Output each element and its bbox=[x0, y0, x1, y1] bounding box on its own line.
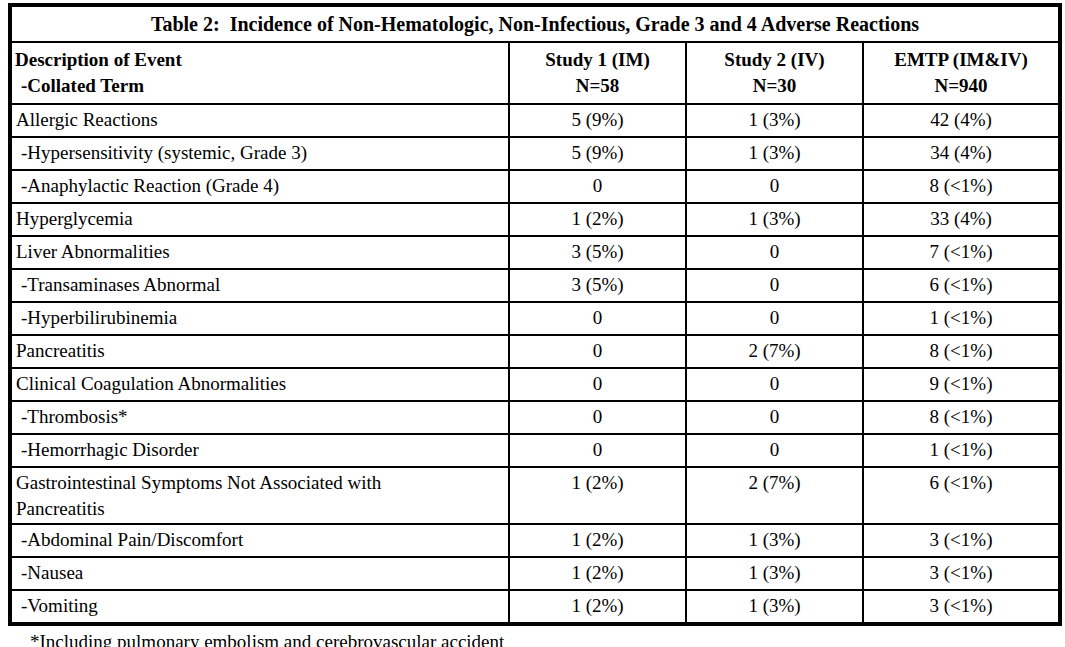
event-description-cell: -Anaphylactic Reaction (Grade 4) bbox=[10, 170, 509, 203]
emtp-value-cell: 1 (<1%) bbox=[863, 302, 1060, 335]
emtp-value-cell: 3 (<1%) bbox=[863, 590, 1060, 624]
event-description-cell: Gastrointestinal Symptoms Not Associated… bbox=[10, 467, 509, 524]
study2-value-cell: 0 bbox=[686, 368, 863, 401]
table-header-row: Description of Event -Collated Term Stud… bbox=[10, 42, 1060, 104]
table-row: Allergic Reactions 5 (9%) 1 (3%) 42 (4%) bbox=[10, 104, 1060, 137]
emtp-value-cell: 6 (<1%) bbox=[863, 467, 1060, 524]
column-header-study2: Study 2 (IV) N=30 bbox=[686, 42, 863, 104]
study2-value-cell: 0 bbox=[686, 269, 863, 302]
table-footnote: *Including pulmonary embolism and cerebr… bbox=[30, 630, 1065, 647]
table-row: -Vomiting 1 (2%) 1 (3%) 3 (<1%) bbox=[10, 590, 1060, 624]
study1-value-cell: 5 (9%) bbox=[509, 104, 686, 137]
study2-value-cell: 1 (3%) bbox=[686, 104, 863, 137]
study1-value-cell: 0 bbox=[509, 434, 686, 467]
study1-value-cell: 3 (5%) bbox=[509, 269, 686, 302]
study2-value-cell: 2 (7%) bbox=[686, 335, 863, 368]
event-description-cell: -Hemorrhagic Disorder bbox=[10, 434, 509, 467]
emtp-value-cell: 1 (<1%) bbox=[863, 434, 1060, 467]
emtp-value-cell: 8 (<1%) bbox=[863, 401, 1060, 434]
study2-value-cell: 1 (3%) bbox=[686, 590, 863, 624]
column-header-description-line1: Description of Event bbox=[15, 47, 504, 73]
table-row: Pancreatitis 0 2 (7%) 8 (<1%) bbox=[10, 335, 1060, 368]
study2-value-cell: 2 (7%) bbox=[686, 467, 863, 524]
event-description-cell: -Hypersensitivity (systemic, Grade 3) bbox=[10, 137, 509, 170]
emtp-value-cell: 9 (<1%) bbox=[863, 368, 1060, 401]
table-row: -Hemorrhagic Disorder 0 0 1 (<1%) bbox=[10, 434, 1060, 467]
study1-value-cell: 1 (2%) bbox=[509, 590, 686, 624]
emtp-value-cell: 7 (<1%) bbox=[863, 236, 1060, 269]
table-row: Hyperglycemia 1 (2%) 1 (3%) 33 (4%) bbox=[10, 203, 1060, 236]
study1-value-cell: 0 bbox=[509, 335, 686, 368]
column-header-study2-line2: N=30 bbox=[691, 73, 858, 99]
event-description-cell: Hyperglycemia bbox=[10, 203, 509, 236]
table-row: Gastrointestinal Symptoms Not Associated… bbox=[10, 467, 1060, 524]
table-title: Table 2: Incidence of Non-Hematologic, N… bbox=[10, 5, 1060, 42]
column-header-emtp-line2: N=940 bbox=[868, 73, 1054, 99]
study1-value-cell: 0 bbox=[509, 368, 686, 401]
study1-value-cell: 3 (5%) bbox=[509, 236, 686, 269]
event-description-cell: -Vomiting bbox=[10, 590, 509, 624]
table-row: -Nausea 1 (2%) 1 (3%) 3 (<1%) bbox=[10, 557, 1060, 590]
event-description-cell: -Nausea bbox=[10, 557, 509, 590]
event-description-cell: -Abdominal Pain/Discomfort bbox=[10, 524, 509, 557]
emtp-value-cell: 34 (4%) bbox=[863, 137, 1060, 170]
table-row: Clinical Coagulation Abnormalities 0 0 9… bbox=[10, 368, 1060, 401]
column-header-description: Description of Event -Collated Term bbox=[10, 42, 509, 104]
column-header-emtp-line1: EMTP (IM&IV) bbox=[868, 47, 1054, 73]
study1-value-cell: 1 (2%) bbox=[509, 524, 686, 557]
column-header-emtp: EMTP (IM&IV) N=940 bbox=[863, 42, 1060, 104]
column-header-study1-line1: Study 1 (IM) bbox=[514, 47, 681, 73]
column-header-study1-line2: N=58 bbox=[514, 73, 681, 99]
study2-value-cell: 0 bbox=[686, 302, 863, 335]
event-description-cell: -Hyperbilirubinemia bbox=[10, 302, 509, 335]
table-row: -Hyperbilirubinemia 0 0 1 (<1%) bbox=[10, 302, 1060, 335]
study1-value-cell: 1 (2%) bbox=[509, 557, 686, 590]
study1-value-cell: 1 (2%) bbox=[509, 203, 686, 236]
table-row: Liver Abnormalities 3 (5%) 0 7 (<1%) bbox=[10, 236, 1060, 269]
study2-value-cell: 0 bbox=[686, 434, 863, 467]
event-description-cell: Pancreatitis bbox=[10, 335, 509, 368]
emtp-value-cell: 3 (<1%) bbox=[863, 524, 1060, 557]
study1-value-cell: 0 bbox=[509, 302, 686, 335]
study2-value-cell: 0 bbox=[686, 401, 863, 434]
event-description-cell: Allergic Reactions bbox=[10, 104, 509, 137]
column-header-description-line2: -Collated Term bbox=[15, 73, 504, 99]
study2-value-cell: 1 (3%) bbox=[686, 203, 863, 236]
table-row: -Transaminases Abnormal 3 (5%) 0 6 (<1%) bbox=[10, 269, 1060, 302]
study2-value-cell: 0 bbox=[686, 170, 863, 203]
emtp-value-cell: 42 (4%) bbox=[863, 104, 1060, 137]
study1-value-cell: 0 bbox=[509, 170, 686, 203]
table-row: -Hypersensitivity (systemic, Grade 3) 5 … bbox=[10, 137, 1060, 170]
study2-value-cell: 0 bbox=[686, 236, 863, 269]
event-description-cell: Liver Abnormalities bbox=[10, 236, 509, 269]
study2-value-cell: 1 (3%) bbox=[686, 137, 863, 170]
emtp-value-cell: 6 (<1%) bbox=[863, 269, 1060, 302]
study2-value-cell: 1 (3%) bbox=[686, 524, 863, 557]
emtp-value-cell: 33 (4%) bbox=[863, 203, 1060, 236]
table-row: -Thrombosis* 0 0 8 (<1%) bbox=[10, 401, 1060, 434]
study1-value-cell: 1 (2%) bbox=[509, 467, 686, 524]
event-description-cell: Clinical Coagulation Abnormalities bbox=[10, 368, 509, 401]
table-row: -Abdominal Pain/Discomfort 1 (2%) 1 (3%)… bbox=[10, 524, 1060, 557]
event-description-cell: -Thrombosis* bbox=[10, 401, 509, 434]
table-body: Allergic Reactions 5 (9%) 1 (3%) 42 (4%)… bbox=[10, 104, 1060, 624]
study1-value-cell: 0 bbox=[509, 401, 686, 434]
study1-value-cell: 5 (9%) bbox=[509, 137, 686, 170]
column-header-study2-line1: Study 2 (IV) bbox=[691, 47, 858, 73]
study2-value-cell: 1 (3%) bbox=[686, 557, 863, 590]
event-description-cell: -Transaminases Abnormal bbox=[10, 269, 509, 302]
document-page: Table 2: Incidence of Non-Hematologic, N… bbox=[0, 0, 1065, 647]
adverse-reactions-table: Table 2: Incidence of Non-Hematologic, N… bbox=[8, 3, 1062, 626]
emtp-value-cell: 8 (<1%) bbox=[863, 335, 1060, 368]
emtp-value-cell: 8 (<1%) bbox=[863, 170, 1060, 203]
table-title-row: Table 2: Incidence of Non-Hematologic, N… bbox=[10, 5, 1060, 42]
column-header-study1: Study 1 (IM) N=58 bbox=[509, 42, 686, 104]
emtp-value-cell: 3 (<1%) bbox=[863, 557, 1060, 590]
table-row: -Anaphylactic Reaction (Grade 4) 0 0 8 (… bbox=[10, 170, 1060, 203]
